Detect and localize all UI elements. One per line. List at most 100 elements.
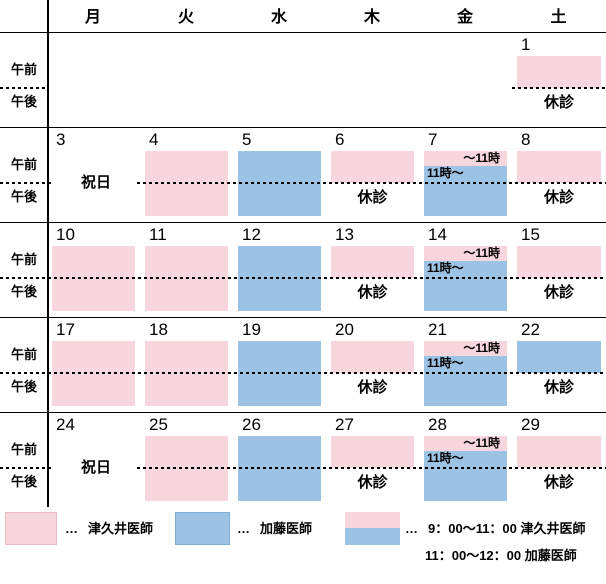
cell-day13-am-tsukui: [331, 246, 414, 278]
pm-label: 午後: [10, 189, 37, 204]
ampm-divider: [0, 87, 47, 89]
day-number-13: 13: [335, 225, 354, 244]
cell-day7-late-kato: 11時～: [424, 166, 507, 216]
closed-day27-pm: 休診: [357, 474, 388, 491]
day-number-14: 14: [428, 225, 447, 244]
day-number-1: 1: [521, 35, 531, 54]
day-number-17: 17: [56, 320, 75, 339]
cell-day1-am-tsukui: [517, 56, 601, 88]
closed-day29-pm: 休診: [543, 474, 574, 491]
holiday-label-day3: 祝日: [80, 174, 111, 191]
legend-ellipsis: …: [65, 521, 78, 536]
am-label: 午前: [10, 442, 37, 457]
closed-day1-pm: 休診: [543, 94, 574, 111]
cell-day14-late-kato: 11時～: [424, 261, 507, 311]
day-number-26: 26: [242, 415, 261, 434]
cell-day15-am-tsukui: [517, 246, 601, 278]
cell-day29-am-tsukui: [517, 436, 601, 468]
am-label: 午前: [10, 62, 37, 77]
week-row-1: 午前 午後 1 休診: [0, 32, 606, 127]
day-number-3: 3: [56, 130, 66, 149]
legend-swatch-split: [345, 512, 400, 545]
closed-day22-pm: 休診: [543, 379, 574, 396]
week-row-2: 午前 午後 3 4 5 6 7 8 祝日 休診 ～11時 11時～ 休診: [0, 127, 606, 222]
pm-label: 午後: [10, 284, 37, 299]
pm-label: 午後: [10, 474, 37, 489]
legend-label-split-line1: … 9：00～11：00 津久井医師: [405, 519, 586, 539]
cell-day20-am-tsukui: [331, 341, 414, 373]
ampm-divider: [0, 467, 53, 469]
pm-label: 午後: [10, 379, 37, 394]
header-monday: 月: [84, 9, 102, 26]
legend-kato-name: 加藤医師: [260, 521, 313, 536]
day-number-19: 19: [242, 320, 261, 339]
legend-swatch-split-pink: [345, 512, 400, 529]
day-number-10: 10: [56, 225, 75, 244]
ampm-divider: [512, 87, 606, 89]
day-number-6: 6: [335, 130, 345, 149]
legend-label-kato: … 加藤医師: [237, 519, 312, 539]
cell-day6-am-tsukui: [331, 151, 414, 183]
legend-swatch-split-blue: [345, 528, 400, 545]
day-number-15: 15: [521, 225, 540, 244]
label-column-divider: [47, 0, 49, 507]
closed-day15-pm: 休診: [543, 284, 574, 301]
day-number-24: 24: [56, 415, 75, 434]
cell-day28-late-kato: 11時～: [424, 451, 507, 501]
day-number-12: 12: [242, 225, 261, 244]
day-number-4: 4: [149, 130, 159, 149]
day-number-7: 7: [428, 130, 438, 149]
closed-day13-pm: 休診: [357, 284, 388, 301]
legend-swatch-kato: [175, 512, 230, 545]
closed-day6-pm: 休診: [357, 189, 388, 206]
am-label: 午前: [10, 157, 37, 172]
legend-tsukui-name: 津久井医師: [88, 521, 154, 536]
day-number-8: 8: [521, 130, 531, 149]
cell-day22-am-kato: [517, 341, 601, 373]
legend-label-split-line2: 11：00～12：00 加藤医師: [425, 546, 577, 566]
legend-split-line1-text: 9：00～11：00 津久井医師: [428, 521, 586, 536]
ampm-divider: [0, 182, 53, 184]
holiday-label-day24: 祝日: [80, 459, 111, 476]
week-row-5: 午前 午後 24 25 26 27 28 29 祝日 休診 ～11時 11時～ …: [0, 412, 606, 507]
closed-day20-pm: 休診: [357, 379, 388, 396]
week-row-4: 午前 午後 17 18 19 20 21 22 休診 ～11時 11時～ 休診: [0, 317, 606, 412]
cell-day27-am-tsukui: [331, 436, 414, 468]
cell-day8-am-tsukui: [517, 151, 601, 183]
closed-day8-pm: 休診: [543, 189, 574, 206]
cell-day7-early-tsukui: ～11時: [424, 151, 507, 166]
day-number-27: 27: [335, 415, 354, 434]
legend-swatch-tsukui: [5, 512, 57, 545]
day-number-18: 18: [149, 320, 168, 339]
legend-ellipsis: …: [405, 521, 418, 536]
header-friday: 金: [456, 9, 474, 26]
day-number-28: 28: [428, 415, 447, 434]
header-saturday: 土: [550, 9, 568, 26]
day-number-11: 11: [149, 225, 167, 244]
ampm-divider: [137, 182, 606, 184]
cell-day14-early-tsukui: ～11時: [424, 246, 507, 261]
ampm-divider: [0, 372, 606, 374]
am-label: 午前: [10, 347, 37, 362]
day-number-25: 25: [149, 415, 168, 434]
week-row-3: 午前 午後 10 11 12 13 14 15 休診 ～11時 11時～ 休診: [0, 222, 606, 317]
day-number-5: 5: [242, 130, 252, 149]
day-number-21: 21: [428, 320, 447, 339]
legend-split-line2-text: 11：00～12：00 加藤医師: [425, 548, 577, 563]
am-label: 午前: [10, 252, 37, 267]
day-number-20: 20: [335, 320, 354, 339]
header-wednesday: 水: [270, 9, 288, 26]
day-number-22: 22: [521, 320, 540, 339]
header-tuesday: 火: [177, 9, 195, 26]
cell-day21-early-tsukui: ～11時: [424, 341, 507, 356]
legend-label-tsukui: … 津久井医師: [65, 519, 153, 539]
ampm-divider: [137, 467, 606, 469]
header-thursday: 木: [363, 9, 381, 26]
legend-ellipsis: …: [237, 521, 250, 536]
cell-day21-late-kato: 11時～: [424, 356, 507, 406]
pm-label: 午後: [10, 94, 37, 109]
ampm-divider: [0, 277, 606, 279]
cell-day28-early-tsukui: ～11時: [424, 436, 507, 451]
day-number-29: 29: [521, 415, 540, 434]
